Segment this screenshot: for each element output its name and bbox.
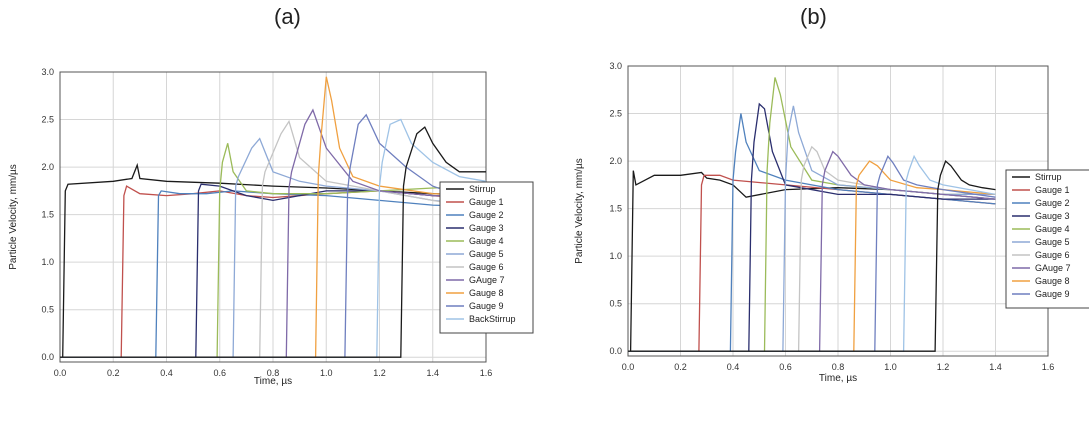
- x-tick-label: 1.0: [884, 362, 897, 372]
- series-line: [60, 119, 487, 358]
- legend-entry: Gauge 4: [469, 236, 504, 246]
- legend-entry: Gauge 3: [469, 223, 504, 233]
- y-tick-label: 2.0: [41, 162, 54, 172]
- y-tick-label: 0.0: [609, 346, 622, 356]
- y-axis-title: Particle Velocity, mm/µs: [8, 164, 19, 270]
- x-tick-label: 0.4: [727, 362, 740, 372]
- legend-entry: Gauge 9: [469, 301, 504, 311]
- series-line: [628, 159, 996, 352]
- chart-panel-a: 0.0 0.2 0.4 0.6 0.8 1.0 1.2 1.4 1.6 0.0 0.5 1.0 1.5 2…: [8, 67, 534, 387]
- x-tick-label: 0.8: [832, 362, 845, 372]
- series-line: [628, 102, 996, 352]
- y-tick-label: 1.5: [41, 210, 54, 220]
- x-axis-title: Time, µs: [254, 376, 292, 387]
- x-tick-label: 1.4: [426, 368, 439, 378]
- series-line: [60, 143, 487, 358]
- y-tick-label: 0.5: [41, 305, 54, 315]
- legend-entry: Gauge 3: [1035, 211, 1070, 221]
- x-tick-label: 0.4: [160, 368, 173, 378]
- y-tick-label: 1.0: [41, 257, 54, 267]
- y-tick-label: 0.0: [41, 352, 54, 362]
- legend-entry: Gauge 6: [1035, 250, 1070, 260]
- x-tick-label: 1.4: [989, 362, 1002, 372]
- x-tick-label: 1.2: [373, 368, 386, 378]
- legend-entry: Gauge 4: [1035, 224, 1070, 234]
- y-tick-label: 0.5: [609, 299, 622, 309]
- legend-entry: Gauge 2: [1035, 198, 1070, 208]
- legend-entry: GAuge 7: [469, 275, 505, 285]
- x-tick-label: 1.2: [937, 362, 950, 372]
- legend-entry: Gauge 8: [1035, 276, 1070, 286]
- series-line: [60, 108, 486, 358]
- legend-entry: Stirrup: [1035, 172, 1062, 182]
- panel-label-a: (a): [274, 4, 301, 29]
- x-tick-label: 0.8: [267, 368, 280, 378]
- x-tick-label: 0.2: [107, 368, 120, 378]
- y-tick-label: 1.0: [609, 251, 622, 261]
- series-line: [628, 150, 996, 352]
- y-axis-title: Particle Velocity, mm/µs: [574, 158, 585, 264]
- x-tick-label: 0.0: [54, 368, 67, 378]
- legend-entry: Gauge 5: [1035, 237, 1070, 247]
- y-tick-label: 2.5: [41, 115, 54, 125]
- legend-entry: Gauge 5: [469, 249, 504, 259]
- series-line: [60, 126, 486, 358]
- x-axis-title: Time, µs: [819, 373, 857, 384]
- series-line: [628, 160, 996, 352]
- y-tick-label: 3.0: [609, 61, 622, 71]
- legend-entry: GAuge 7: [1035, 263, 1071, 273]
- chart-panel-b: 0.0 0.2 0.4 0.6 0.8 1.0 1.2 1.4 1.6 0.0 0.5 1.0 1.5 2…: [574, 61, 1089, 384]
- legend-entry: Gauge 6: [469, 262, 504, 272]
- x-tick-label: 0.2: [674, 362, 687, 372]
- legend-entry: Gauge 2: [469, 210, 504, 220]
- legend-entry: Gauge 1: [469, 197, 504, 207]
- x-tick-label: 0.0: [622, 362, 635, 372]
- y-tick-label: 2.0: [609, 156, 622, 166]
- legend-box: [1005, 169, 1089, 309]
- legend-entry: BackStirrup: [469, 314, 516, 324]
- series-line: [60, 118, 487, 358]
- legend-entry: Stirrup: [469, 184, 496, 194]
- series-line: [60, 76, 487, 358]
- series-line: [628, 155, 996, 352]
- legend-entry: Gauge 9: [1035, 289, 1070, 299]
- x-tick-label: 1.0: [320, 368, 333, 378]
- y-tick-label: 1.5: [609, 204, 622, 214]
- x-tick-label: 0.6: [213, 368, 226, 378]
- y-tick-label: 3.0: [41, 67, 54, 77]
- series-line: [628, 154, 996, 352]
- y-tick-label: 2.5: [609, 109, 622, 119]
- panel-label-b: (b): [800, 4, 827, 29]
- x-tick-label: 1.6: [480, 368, 493, 378]
- x-tick-label: 1.6: [1042, 362, 1055, 372]
- x-tick-label: 0.6: [779, 362, 792, 372]
- legend-box: [439, 181, 534, 334]
- legend-entry: Gauge 1: [1035, 185, 1070, 195]
- series-line: [628, 170, 996, 352]
- legend-entry: Gauge 8: [469, 288, 504, 298]
